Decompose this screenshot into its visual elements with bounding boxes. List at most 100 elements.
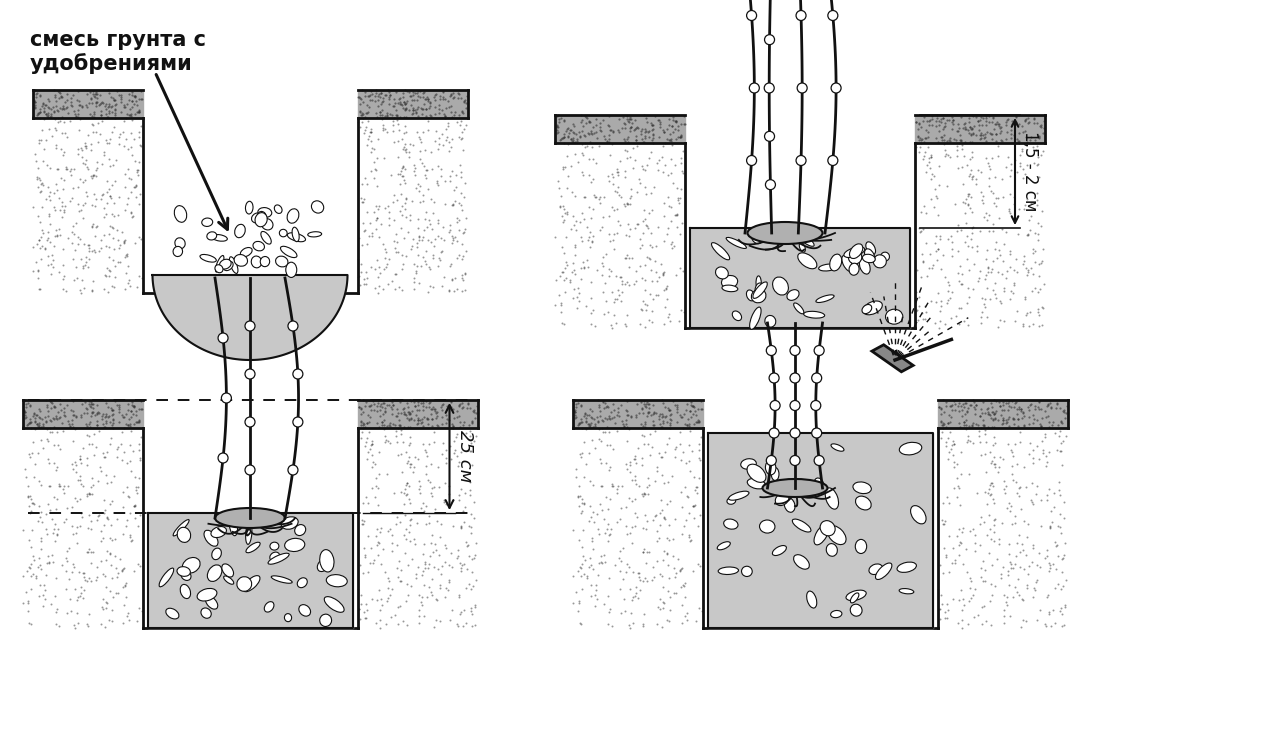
Point [82,438,102,450]
Point [415,505,435,517]
Point [68,99,88,111]
Point [683,409,703,420]
Point [368,271,388,283]
Point [997,151,1018,162]
Point [375,202,396,214]
Point [691,431,712,443]
Point [571,618,592,629]
Ellipse shape [868,564,882,575]
Point [394,483,415,495]
Point [580,552,600,564]
Point [37,557,57,569]
Point [592,480,612,492]
Point [91,601,111,613]
Point [1005,154,1025,165]
Point [51,173,71,184]
Point [86,164,106,175]
Point [115,112,135,124]
Point [365,163,386,175]
Point [585,192,605,203]
Point [985,461,1005,472]
Point [82,97,102,109]
Point [25,256,46,268]
Point [621,607,641,619]
Point [938,605,958,616]
Point [987,192,1007,204]
Point [579,561,599,573]
Point [1031,119,1052,131]
Point [118,398,138,409]
Point [23,201,43,213]
Point [374,414,394,426]
Point [581,559,602,571]
Point [635,273,655,285]
Point [665,159,685,170]
Point [61,169,81,181]
Point [355,396,375,408]
Point [417,115,437,127]
Point [574,436,594,448]
Point [619,192,640,203]
Point [635,488,655,499]
Point [64,105,85,117]
Point [647,164,667,176]
Point [29,420,49,431]
Point [450,119,470,131]
Point [1035,412,1055,423]
Point [910,271,930,283]
Ellipse shape [245,201,253,214]
Point [54,406,75,418]
Point [911,226,932,238]
Point [626,135,646,146]
Point [1050,438,1071,450]
Point [579,201,599,213]
Point [386,246,406,257]
Point [927,230,947,242]
Point [379,417,399,429]
Point [358,90,378,102]
Point [406,409,426,421]
Point [447,450,468,461]
Point [389,281,410,292]
Point [967,173,987,185]
Point [351,109,372,121]
Point [570,617,590,629]
Point [1023,458,1043,469]
Point [80,254,100,265]
Point [416,259,436,270]
Point [399,210,420,221]
Point [1024,582,1044,594]
Point [88,406,109,418]
Point [129,106,149,118]
Point [964,408,985,420]
Point [129,416,149,428]
Point [416,447,436,458]
Point [349,401,369,413]
Point [951,279,971,290]
Ellipse shape [253,241,264,251]
Point [449,197,469,209]
Point [76,162,96,173]
Point [952,134,972,145]
Point [943,593,963,605]
Point [621,189,641,201]
Point [460,425,480,436]
Point [1001,129,1021,140]
Point [408,561,428,572]
Point [81,109,101,121]
Point [590,436,611,447]
Point [999,579,1019,591]
Point [670,192,690,203]
Point [355,279,375,290]
Point [365,223,386,235]
Point [368,94,388,105]
Point [396,193,416,205]
Point [909,300,929,311]
Point [38,550,58,562]
Point [935,612,956,624]
Point [1015,292,1035,303]
Ellipse shape [207,565,222,581]
Point [1054,406,1074,418]
Point [913,313,933,325]
Point [430,615,450,626]
